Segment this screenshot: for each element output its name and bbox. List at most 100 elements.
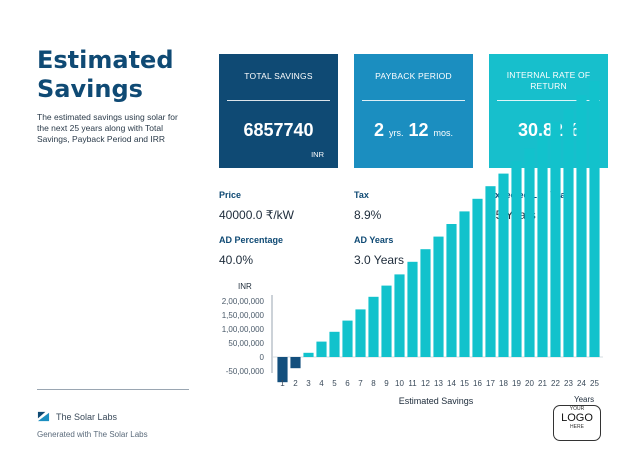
x-tick-label: 5 xyxy=(332,379,337,388)
bar-year-20 xyxy=(524,148,535,357)
payback-period-label: PAYBACK PERIOD xyxy=(375,71,452,81)
your-logo-placeholder: YOUR LOGO HERE xyxy=(553,405,601,441)
card-divider xyxy=(362,100,465,101)
x-tick-label: 17 xyxy=(486,379,495,388)
x-tick-label: 3 xyxy=(306,379,311,388)
x-tick-label: 24 xyxy=(577,379,586,388)
page-description: The estimated savings using solar for th… xyxy=(37,112,178,144)
title-line-2: Savings xyxy=(37,75,143,103)
total-savings-card: TOTAL SAVINGS 6857740 INR xyxy=(219,54,338,168)
x-tick-label: 15 xyxy=(460,379,469,388)
x-tick-label: 4 xyxy=(319,379,324,388)
page-title: Estimated Savings xyxy=(37,46,174,104)
chart-layer: INR 2,00,00,000 1,50,00,000 1,00,00,000 50,0… xyxy=(222,81,603,406)
stat-tax-value: 8.9% xyxy=(354,208,382,222)
y-tick-label: 1,50,00,000 xyxy=(222,311,265,320)
bar-year-21 xyxy=(537,135,548,357)
x-tick-label: 19 xyxy=(512,379,521,388)
x-tick-label: 7 xyxy=(358,379,363,388)
divider xyxy=(37,389,189,390)
x-tick-label: 23 xyxy=(564,379,573,388)
card-divider xyxy=(227,100,330,101)
payback-years-unit: yrs. xyxy=(388,128,404,138)
stat-ad-years: AD Years 3.0 Years xyxy=(354,235,404,267)
stat-ad-years-label: AD Years xyxy=(354,235,394,245)
x-tick-label: 8 xyxy=(371,379,376,388)
x-tick-label: 22 xyxy=(551,379,560,388)
x-tick-label: 10 xyxy=(395,379,404,388)
y-tick-label: 0 xyxy=(260,353,265,362)
brand: The Solar Labs xyxy=(37,410,117,423)
x-tick-label: 18 xyxy=(499,379,508,388)
bar-year-18 xyxy=(498,173,509,357)
stat-price-value: 40000.0 ₹/kW xyxy=(219,208,295,222)
stat-price: Price 40000.0 ₹/kW xyxy=(219,190,294,222)
bar-year-7 xyxy=(355,309,366,357)
logo-small-top: YOUR xyxy=(569,406,585,412)
y-tick-label: -50,00,000 xyxy=(226,367,265,376)
y-tick-label: 1,00,00,000 xyxy=(222,325,265,334)
stat-price-label: Price xyxy=(219,190,242,200)
generated-text: Generated with The Solar Labs xyxy=(37,430,148,439)
payback-months-value: 12 xyxy=(408,120,429,140)
stat-ad-percentage-value: 40.0% xyxy=(219,253,254,267)
bar-year-16 xyxy=(472,198,483,357)
card-divider xyxy=(497,100,600,101)
x-unit-label: Years xyxy=(574,395,594,404)
title-line-1: Estimated xyxy=(37,46,174,74)
logo-main-text: LOGO xyxy=(561,412,593,424)
bar-year-24 xyxy=(576,95,587,357)
bar-year-13 xyxy=(433,236,444,357)
stat-ad-years-value: 3.0 Years xyxy=(354,253,405,267)
bar-year-8 xyxy=(368,296,379,357)
x-tick-label: 13 xyxy=(434,379,443,388)
bar-year-17 xyxy=(485,186,496,357)
x-tick-label: 12 xyxy=(421,379,430,388)
irr-label: INTERNAL RATE OF RETURN xyxy=(506,70,591,91)
brand-name: The Solar Labs xyxy=(56,411,118,422)
stat-tax-label: Tax xyxy=(354,190,369,200)
y-tick-label: 2,00,00,000 xyxy=(222,297,265,306)
y-tick-label: 50,00,000 xyxy=(228,339,264,348)
stat-ad-percentage-label: AD Percentage xyxy=(219,235,284,245)
bar-year-4 xyxy=(316,341,327,357)
x-tick-label: 9 xyxy=(384,379,389,388)
bar-year-5 xyxy=(329,331,340,357)
bar-year-19 xyxy=(511,161,522,357)
payback-period-value: 2 yrs. 12 mos. xyxy=(354,120,473,141)
y-axis-label: INR xyxy=(238,282,252,291)
x-tick-label: 21 xyxy=(538,379,547,388)
bar-year-14 xyxy=(446,224,457,357)
bar-year-12 xyxy=(420,249,431,357)
bar-year-23 xyxy=(563,109,574,357)
x-tick-label: 16 xyxy=(473,379,482,388)
x-tick-label: 6 xyxy=(345,379,350,388)
x-tick-label: 2 xyxy=(293,379,298,388)
logo-small-bottom: HERE xyxy=(570,424,584,430)
total-savings-unit: INR xyxy=(311,150,324,159)
bar-year-10 xyxy=(394,274,405,357)
x-axis-label: Estimated Savings xyxy=(399,396,474,406)
bar-year-11 xyxy=(407,261,418,357)
total-savings-label: TOTAL SAVINGS xyxy=(244,71,313,81)
stat-tax: Tax 8.9% xyxy=(354,190,381,222)
bar-year-3 xyxy=(303,352,314,357)
bar-year-1 xyxy=(277,357,288,383)
bar-year-2 xyxy=(290,357,301,369)
bar-year-9 xyxy=(381,285,392,357)
payback-years-value: 2 xyxy=(373,120,384,140)
x-tick-label: 20 xyxy=(525,379,534,388)
x-tick-label: 1 xyxy=(280,379,285,388)
bar-year-25 xyxy=(589,81,600,357)
total-savings-value: 6857740 xyxy=(243,120,314,140)
payback-period-card: PAYBACK PERIOD 2 yrs. 12 mos. xyxy=(354,54,473,168)
stat-ad-percentage: AD Percentage 40.0% xyxy=(219,235,283,267)
bar-year-22 xyxy=(550,121,561,357)
solar-labs-logo-icon xyxy=(37,411,50,422)
x-tick-label: 14 xyxy=(447,379,456,388)
payback-months-unit: mos. xyxy=(433,128,454,138)
bar-year-15 xyxy=(459,211,470,357)
x-tick-label: 11 xyxy=(408,379,417,388)
bar-year-6 xyxy=(342,320,353,357)
